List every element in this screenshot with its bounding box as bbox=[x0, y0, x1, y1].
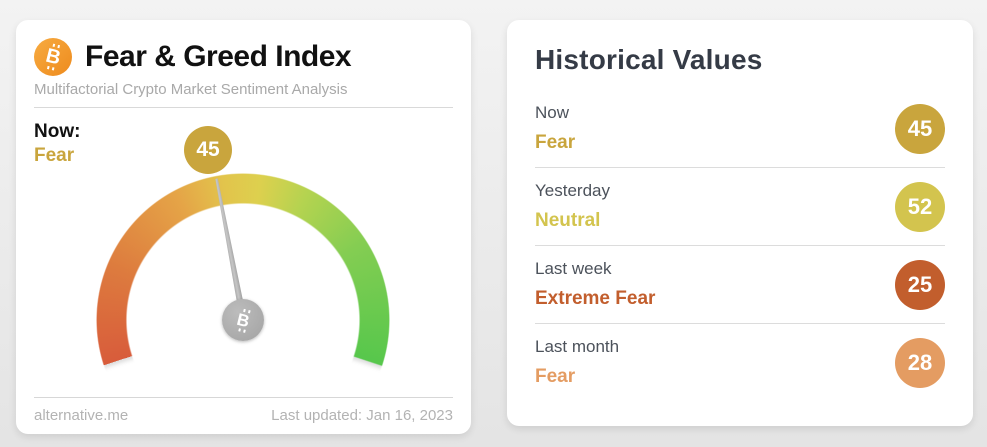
bitcoin-glyph: B bbox=[43, 44, 63, 70]
row-sentiment: Neutral bbox=[535, 210, 601, 231]
now-sentiment: Fear bbox=[34, 144, 75, 166]
historical-row-last-month: Last month Fear 28 bbox=[535, 324, 945, 401]
page-title: Fear & Greed Index bbox=[85, 40, 352, 73]
row-value-badge: 28 bbox=[895, 337, 945, 388]
row-label: Last month bbox=[535, 337, 620, 356]
row-value-badge: 25 bbox=[895, 259, 945, 310]
now-label: Now: bbox=[34, 121, 81, 142]
fear-greed-header: B Fear & Greed Index Multifactorial Cryp… bbox=[16, 20, 471, 168]
row-value-badge: 45 bbox=[895, 103, 945, 154]
row-sentiment: Fear bbox=[535, 132, 576, 153]
historical-row-yesterday: Yesterday Neutral 52 bbox=[535, 168, 945, 246]
subtitle: Multifactorial Crypto Market Sentiment A… bbox=[34, 81, 348, 98]
row-value-badge: 52 bbox=[895, 181, 945, 232]
historical-values-title: Historical Values bbox=[535, 44, 763, 75]
current-value-bubble: 45 bbox=[184, 126, 232, 174]
historical-values-card: Historical Values Now Fear 45 Yesterday … bbox=[507, 20, 973, 426]
header-divider bbox=[34, 107, 453, 108]
row-label: Last week bbox=[535, 259, 612, 278]
historical-row-now: Now Fear 45 bbox=[535, 90, 945, 168]
bitcoin-glyph: B bbox=[234, 309, 252, 331]
row-label: Now bbox=[535, 103, 570, 122]
fear-greed-card: B Fear & Greed Index Multifactorial Cryp… bbox=[16, 20, 471, 434]
fear-greed-gauge: B bbox=[96, 173, 390, 434]
row-label: Yesterday bbox=[535, 181, 610, 200]
historical-row-last-week: Last week Extreme Fear 25 bbox=[535, 246, 945, 324]
bitcoin-icon: B bbox=[34, 38, 72, 76]
gauge-hub-bitcoin-icon: B bbox=[222, 299, 264, 341]
row-sentiment: Fear bbox=[535, 366, 576, 387]
row-sentiment: Extreme Fear bbox=[535, 288, 656, 309]
source-link[interactable]: alternative.me bbox=[34, 407, 129, 424]
